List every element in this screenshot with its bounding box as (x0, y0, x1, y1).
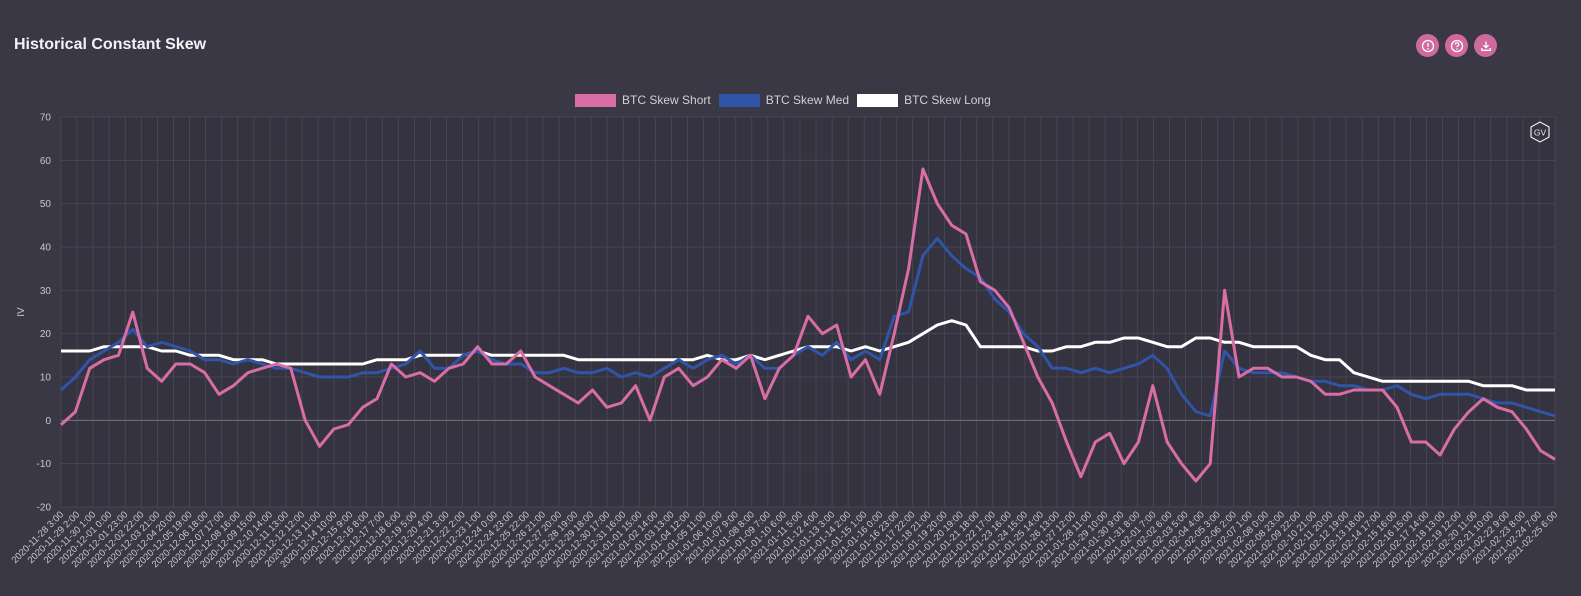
question-icon (1450, 39, 1463, 52)
legend-swatch-short (575, 93, 616, 107)
gv-logo: GV (1530, 121, 1550, 143)
y-tick-label: 40 (40, 243, 52, 254)
legend-swatch-med (718, 93, 760, 107)
download-button[interactable] (1474, 34, 1497, 57)
y-tick-label: -10 (37, 459, 52, 470)
legend-item-med[interactable]: BTC Skew Med (718, 93, 850, 107)
y-tick-label: 30 (40, 286, 52, 297)
legend-label-long: BTC Skew Long (904, 93, 991, 107)
info-icon (1421, 39, 1434, 52)
chart-legend: BTC Skew Short BTC Skew Med BTC Skew Lon… (575, 93, 991, 107)
y-tick-label: 0 (45, 416, 51, 427)
y-tick-label: 70 (40, 113, 52, 124)
legend-swatch-long (857, 93, 899, 107)
y-tick-label: 50 (40, 199, 52, 210)
y-tick-label: 10 (40, 373, 52, 384)
legend-label-short: BTC Skew Short (622, 93, 711, 107)
info-button[interactable] (1416, 34, 1439, 57)
download-icon (1480, 41, 1491, 51)
help-button[interactable] (1445, 34, 1468, 57)
y-tick-label: 20 (40, 329, 52, 340)
y-axis-label: IV (16, 307, 27, 317)
legend-item-short[interactable]: BTC Skew Short (575, 93, 711, 107)
y-tick-label: -20 (37, 503, 52, 514)
legend-label-med: BTC Skew Med (765, 93, 850, 107)
series-line-short (59, 167, 1556, 483)
page-title: Historical Constant Skew (14, 36, 207, 53)
gv-logo-text: GV (1534, 128, 1547, 138)
y-tick-label: 60 (40, 156, 52, 167)
toolbar (1416, 34, 1497, 57)
plot-area (61, 117, 1555, 507)
legend-item-long[interactable]: BTC Skew Long (857, 93, 991, 107)
